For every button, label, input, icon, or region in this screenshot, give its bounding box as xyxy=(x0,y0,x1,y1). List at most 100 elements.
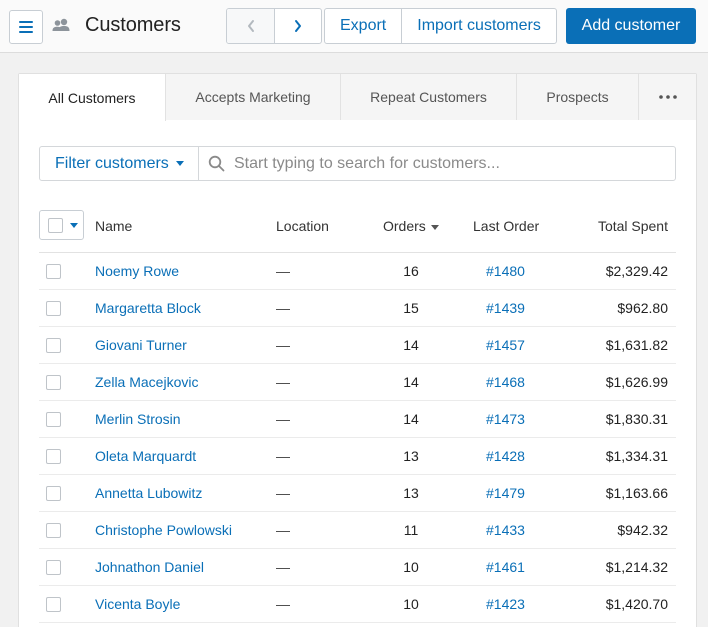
customer-orders-count: 11 xyxy=(403,522,419,538)
customer-total-spent: $942.32 xyxy=(617,522,668,538)
customer-location: — xyxy=(276,411,290,427)
more-tabs-button[interactable] xyxy=(639,74,696,120)
table-row[interactable]: Merlin Strosin — 14 #1473 $1,830.31 xyxy=(39,401,676,438)
customer-orders-count: 14 xyxy=(403,411,419,427)
last-order-link[interactable]: #1439 xyxy=(486,300,525,316)
tab-all-customers[interactable]: All Customers xyxy=(19,74,166,121)
customer-orders-count: 13 xyxy=(403,485,419,501)
table-row[interactable]: Noemy Rowe — 16 #1480 $2,329.42 xyxy=(39,253,676,290)
customer-location: — xyxy=(276,263,290,279)
customer-total-spent: $1,626.99 xyxy=(605,374,668,390)
import-customers-button[interactable]: Import customers xyxy=(401,9,556,43)
column-header-orders[interactable]: Orders xyxy=(383,218,439,234)
last-order-link[interactable]: #1433 xyxy=(486,522,525,538)
last-order-link[interactable]: #1461 xyxy=(486,559,525,575)
last-order-link[interactable]: #1423 xyxy=(486,596,525,612)
select-all-checkbox[interactable] xyxy=(48,217,63,233)
table-row[interactable]: Vicenta Boyle — 10 #1423 $1,420.70 xyxy=(39,586,676,623)
customer-name-link[interactable]: Vicenta Boyle xyxy=(95,596,181,612)
column-header-total-spent[interactable]: Total Spent xyxy=(597,218,668,234)
row-checkbox[interactable] xyxy=(46,264,61,279)
next-page-button[interactable] xyxy=(274,9,321,43)
hamburger-menu-icon[interactable] xyxy=(9,10,43,44)
table-row[interactable]: Oleta Marquardt — 13 #1428 $1,334.31 xyxy=(39,438,676,475)
add-customer-button[interactable]: Add customer xyxy=(566,8,696,44)
row-checkbox[interactable] xyxy=(46,597,61,612)
caret-down-icon xyxy=(175,161,184,166)
table-row[interactable]: Giovani Turner — 14 #1457 $1,631.82 xyxy=(39,327,676,364)
last-order-link[interactable]: #1480 xyxy=(486,263,525,279)
chevron-left-icon xyxy=(247,20,254,32)
customer-name-link[interactable]: Margaretta Block xyxy=(95,300,201,316)
page-title: Customers xyxy=(85,14,181,36)
last-order-link[interactable]: #1479 xyxy=(486,485,525,501)
search-input[interactable] xyxy=(234,154,654,173)
last-order-link[interactable]: #1473 xyxy=(486,411,525,427)
customer-orders-count: 15 xyxy=(403,300,419,316)
table-row[interactable]: Johnathon Daniel — 10 #1461 $1,214.32 xyxy=(39,549,676,586)
customer-location: — xyxy=(276,522,290,538)
chevron-right-icon xyxy=(295,20,301,32)
customer-orders-count: 16 xyxy=(403,263,419,279)
row-checkbox[interactable] xyxy=(46,375,61,390)
tab-bar: All Customers Accepts Marketing Repeat C… xyxy=(19,74,696,121)
customer-location: — xyxy=(276,596,290,612)
customer-name-link[interactable]: Johnathon Daniel xyxy=(95,559,204,575)
customer-location: — xyxy=(276,448,290,464)
column-header-location[interactable]: Location xyxy=(276,218,329,234)
caret-down-icon xyxy=(70,222,78,228)
column-header-name[interactable]: Name xyxy=(95,218,133,234)
tab-accepts-marketing[interactable]: Accepts Marketing xyxy=(166,74,341,120)
table-row[interactable]: Zella Macejkovic — 14 #1468 $1,626.99 xyxy=(39,364,676,401)
last-order-link[interactable]: #1457 xyxy=(486,337,525,353)
row-checkbox[interactable] xyxy=(46,412,61,427)
export-button[interactable]: Export xyxy=(340,17,387,34)
customer-total-spent: $1,631.82 xyxy=(605,337,668,353)
row-checkbox[interactable] xyxy=(46,338,61,353)
customer-name-link[interactable]: Giovani Turner xyxy=(95,337,187,353)
last-order-link[interactable]: #1468 xyxy=(486,374,525,390)
top-bar: Customers Export Import customers Add cu… xyxy=(0,0,708,53)
filter-customers-label: Filter customers xyxy=(55,154,169,172)
row-checkbox[interactable] xyxy=(46,523,61,538)
customers-card: All Customers Accepts Marketing Repeat C… xyxy=(18,73,697,627)
customer-total-spent: $1,214.32 xyxy=(605,559,668,575)
row-checkbox[interactable] xyxy=(46,449,61,464)
more-dots-icon xyxy=(658,95,677,99)
customer-name-link[interactable]: Zella Macejkovic xyxy=(95,374,199,390)
row-checkbox[interactable] xyxy=(46,560,61,575)
column-header-last-order[interactable]: Last Order xyxy=(473,218,540,234)
customer-total-spent: $2,329.42 xyxy=(605,263,668,279)
customer-total-spent: $1,163.66 xyxy=(605,485,668,501)
customer-location: — xyxy=(276,485,290,501)
row-checkbox[interactable] xyxy=(46,301,61,316)
pagination xyxy=(226,8,322,44)
customer-location: — xyxy=(276,300,290,316)
row-checkbox[interactable] xyxy=(46,486,61,501)
table-row[interactable]: Annetta Lubowitz — 13 #1479 $1,163.66 xyxy=(39,475,676,512)
table-header: Name Location Orders Last Order Total Sp… xyxy=(39,208,676,253)
tab-repeat-customers[interactable]: Repeat Customers xyxy=(341,74,517,120)
customer-orders-count: 10 xyxy=(403,596,419,612)
customer-location: — xyxy=(276,374,290,390)
filter-customers-button[interactable]: Filter customers xyxy=(40,147,199,180)
customer-location: — xyxy=(276,337,290,353)
customer-name-link[interactable]: Christophe Powlowski xyxy=(95,522,232,538)
search-icon xyxy=(208,155,225,172)
customer-orders-count: 10 xyxy=(403,559,419,575)
customer-name-link[interactable]: Oleta Marquardt xyxy=(95,448,197,464)
previous-page-button[interactable] xyxy=(227,9,274,43)
search-area xyxy=(199,147,675,180)
bulk-select-dropdown[interactable] xyxy=(39,210,84,240)
last-order-link[interactable]: #1428 xyxy=(486,448,525,464)
customer-name-link[interactable]: Noemy Rowe xyxy=(95,263,180,279)
customer-orders-count: 14 xyxy=(403,337,419,353)
people-icon xyxy=(52,18,70,31)
customer-name-link[interactable]: Merlin Strosin xyxy=(95,411,181,427)
customer-location: — xyxy=(276,559,290,575)
tab-prospects[interactable]: Prospects xyxy=(517,74,639,120)
customer-name-link[interactable]: Annetta Lubowitz xyxy=(95,485,203,501)
table-row[interactable]: Margaretta Block — 15 #1439 $962.80 xyxy=(39,290,676,327)
customer-total-spent: $1,334.31 xyxy=(605,448,668,464)
table-row[interactable]: Christophe Powlowski — 11 #1433 $942.32 xyxy=(39,512,676,549)
